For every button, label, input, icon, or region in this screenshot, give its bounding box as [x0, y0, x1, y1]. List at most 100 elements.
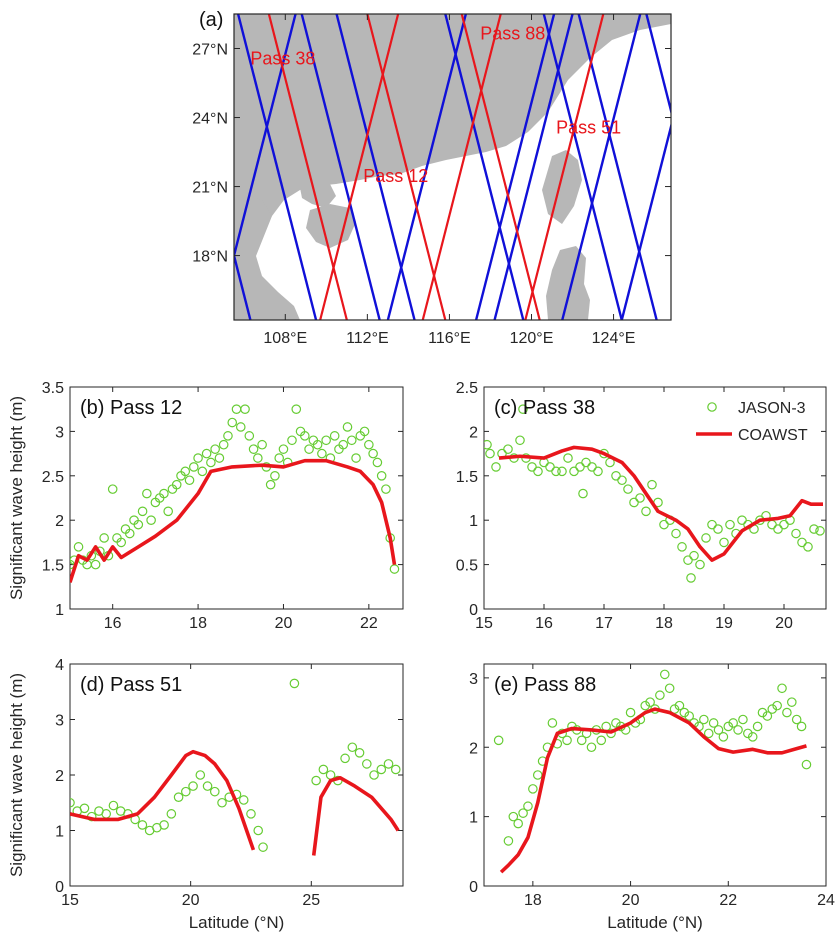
jason3-point [189, 462, 199, 472]
track-line-red [366, 14, 447, 320]
jason3-point [79, 803, 90, 814]
plot-frame [483, 663, 827, 887]
jason3-point [265, 479, 276, 490]
jason3-point [578, 488, 588, 499]
jason3-point [188, 781, 198, 791]
latitude-tick-label: 21°N [192, 180, 228, 197]
legend: JASON-3 COAWST [696, 400, 808, 444]
track-line-blue [542, 14, 623, 320]
y-tick-label: 2 [55, 513, 64, 530]
jason3-point [547, 718, 558, 728]
jason3-point [304, 444, 314, 454]
jason3-point [193, 453, 203, 463]
x-tick-label: 25 [302, 892, 320, 909]
longitude-tick-label: 124°E [592, 330, 636, 347]
jason3-point [184, 475, 195, 486]
jason3-point [533, 466, 543, 477]
panel-title: (d) Pass 51 [80, 674, 182, 696]
x-tick-label: 22 [360, 615, 378, 632]
jason3-point [703, 728, 714, 739]
jason3-point [557, 466, 567, 477]
jason3-point [686, 573, 696, 583]
jason3-point [274, 453, 284, 463]
jason3-point [757, 707, 768, 718]
jason3-point [586, 742, 597, 753]
jason3-point [791, 528, 801, 539]
jason3-point [503, 444, 513, 454]
map-frame [233, 13, 672, 321]
jason3-point [146, 515, 156, 525]
track-line-blue [444, 14, 525, 320]
jason3-point [171, 479, 182, 490]
jason3-point [354, 747, 365, 758]
jason3-point [635, 493, 645, 503]
x-axis-label: Latitude (°N) [189, 913, 285, 932]
jason3-point [362, 759, 372, 769]
jason3-point [641, 506, 651, 517]
jason3-point [708, 718, 719, 728]
jason3-point [217, 797, 227, 808]
track-line-blue [300, 14, 381, 320]
jason3-point [270, 470, 280, 481]
jason3-point [223, 431, 233, 441]
longitude-tick-label: 120°E [510, 330, 554, 347]
x-tick-label: 20 [182, 892, 200, 909]
jason3-point [596, 735, 607, 746]
jason3-point [528, 784, 538, 794]
jason3-point [163, 506, 173, 517]
x-tick-label: 18 [189, 615, 207, 632]
latitude-tick-label: 24°N [192, 111, 228, 128]
jason3-point [733, 725, 743, 735]
jason3-point [99, 533, 109, 543]
jason3-point [503, 836, 514, 846]
jason3-point [291, 404, 302, 414]
track-line-blue [561, 14, 642, 320]
jason3-point [713, 725, 724, 735]
y-tick-label: 4 [55, 657, 64, 674]
jason3-point [227, 417, 238, 428]
pass-labels: Pass 38 Pass 88 Pass 12 Pass 51 [250, 23, 621, 186]
y-axis-label: Significant wave height (m) [7, 396, 26, 600]
jason3-point [791, 714, 802, 725]
track-line-blue [236, 14, 318, 320]
jason3-point [338, 439, 349, 450]
jason3-point [214, 453, 225, 463]
legend-coawst-label: COAWST [738, 427, 808, 444]
jason3-point [240, 404, 250, 414]
jason3-point [246, 809, 256, 819]
longitude-tick-label: 108°E [263, 330, 307, 347]
jason3-point [809, 524, 819, 534]
jason3-point [376, 764, 387, 775]
jason3-point [124, 528, 135, 539]
series-layer [70, 678, 401, 856]
x-tick-label: 18 [655, 615, 673, 632]
jason3-point [180, 466, 191, 477]
series-layer [484, 404, 825, 583]
jason3-point [359, 426, 370, 437]
jason3-point [116, 537, 127, 548]
jason3-point [645, 697, 655, 707]
jason3-point [258, 842, 268, 852]
jason3-point [563, 453, 573, 463]
jason3-point [253, 453, 263, 463]
x-tick-label: 16 [104, 615, 122, 632]
latitude-tick-label: 27°N [192, 42, 228, 59]
y-tick-label: 1.5 [456, 469, 478, 486]
y-tick-label: 1 [55, 602, 64, 619]
jason3-point [723, 721, 734, 732]
track-line-blue [620, 121, 671, 320]
track-line-blue [577, 14, 658, 320]
jason3-point [664, 683, 675, 694]
jason3-point [376, 470, 387, 481]
jason3-point [491, 462, 501, 472]
latitude-tick-label: 18°N [192, 249, 228, 266]
y-tick-label: 3 [469, 671, 478, 688]
jason3-point [317, 448, 327, 459]
x-tick-label: 15 [61, 892, 79, 909]
panel-title: (c) Pass 38 [494, 397, 595, 419]
jason3-point [368, 448, 378, 459]
jason3-point [235, 422, 246, 432]
jason3-point [383, 759, 394, 769]
track-line-blue [645, 14, 671, 116]
jason3-point [287, 435, 297, 446]
